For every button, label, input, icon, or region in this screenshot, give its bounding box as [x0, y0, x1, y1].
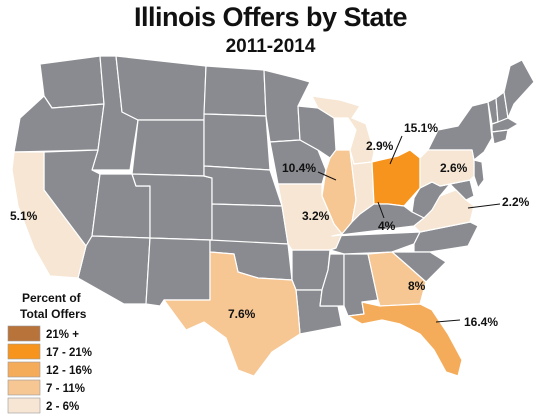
- state-new-mexico: [145, 237, 211, 307]
- state-tennessee: [329, 231, 421, 255]
- label-virginia: 2.2%: [502, 195, 530, 209]
- state-kansas: [211, 203, 289, 245]
- state-nebraska: [203, 165, 283, 207]
- label-texas: 7.6%: [228, 307, 256, 321]
- state-georgia: [367, 251, 427, 307]
- legend-items: 21% + 17 - 21% 12 - 16% 7 - 11% 2 - 6%: [7, 325, 92, 414]
- state-pennsylvania: [419, 149, 475, 189]
- legend-swatch: [7, 343, 41, 360]
- map-legend: Percent of Total Offers 21% + 17 - 21% 12 …: [7, 291, 92, 414]
- state-california: [11, 151, 87, 279]
- map-title: Illinois Offers by State: [133, 2, 408, 32]
- legend-swatch: [7, 379, 41, 396]
- label-missouri: 3.2%: [302, 209, 330, 223]
- state-montana: [115, 55, 207, 121]
- other-states-layer: [13, 55, 535, 335]
- state-florida: [347, 301, 463, 377]
- state-labels: 5.1% 7.6% 10.4% 3.2% 2.9% 15.1% 2.6% 4% …: [10, 121, 530, 329]
- state-wyoming: [131, 119, 205, 177]
- state-washington: [39, 55, 105, 109]
- state-maine: [503, 59, 535, 119]
- state-kentucky: [331, 203, 425, 237]
- map-subtitle: 2011-2014: [225, 36, 316, 57]
- legend-label: 17 - 21%: [46, 347, 92, 359]
- state-texas: [163, 251, 301, 377]
- leader-florida: [435, 319, 461, 323]
- state-missouri: [277, 183, 343, 251]
- state-virginia: [413, 189, 475, 233]
- state-new-jersey: [473, 159, 485, 189]
- leader-illinois: [317, 171, 337, 181]
- state-ohio: [371, 149, 421, 207]
- leader-ohio: [389, 135, 403, 165]
- leader-lines: [317, 135, 501, 323]
- legend-swatch: [7, 397, 41, 414]
- state-arizona: [77, 235, 151, 305]
- state-south-dakota: [203, 113, 271, 171]
- legend-label: 21% +: [46, 329, 79, 341]
- label-michigan: 2.9%: [366, 139, 394, 153]
- label-kentucky: 4%: [378, 219, 396, 233]
- legend-title-line1: Percent of: [22, 291, 82, 305]
- label-florida: 16.4%: [464, 315, 498, 329]
- label-ohio: 15.1%: [404, 121, 438, 135]
- label-georgia: 8%: [408, 279, 426, 293]
- label-illinois: 10.4%: [282, 161, 316, 175]
- leader-virginia: [467, 203, 501, 209]
- leader-kentucky: [377, 201, 385, 219]
- legend-title-line2: Total Offers: [20, 307, 87, 321]
- legend-label: 7 - 11%: [46, 383, 85, 395]
- label-california: 5.1%: [10, 209, 38, 223]
- legend-swatch: [7, 325, 41, 342]
- label-pennsylvania: 2.6%: [440, 161, 468, 175]
- state-connecticut: [491, 129, 509, 145]
- state-north-dakota: [203, 65, 267, 117]
- legend-label: 12 - 16%: [46, 365, 92, 377]
- legend-label: 2 - 6%: [46, 401, 79, 413]
- highlighted-states-layer: [11, 95, 475, 377]
- legend-swatch: [7, 361, 41, 378]
